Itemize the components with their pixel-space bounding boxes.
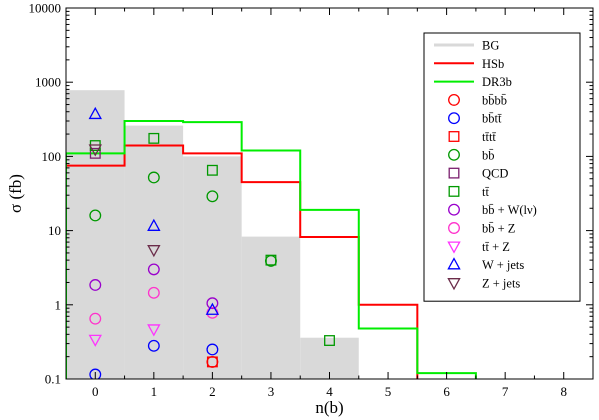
x-tick-label-0: 0	[92, 384, 99, 399]
x-tick-label-7: 7	[502, 384, 509, 399]
legend-label-bb-w-l: bb̄ + W(lν)	[482, 203, 537, 217]
point-z-jets-10-0	[88, 144, 102, 157]
legend-box	[423, 32, 581, 302]
point-tt-z-8-1	[147, 324, 161, 337]
y-tick-label-2: 10	[48, 223, 61, 238]
legend-label-bb: bb̄	[482, 148, 495, 162]
x-tick-label-5: 5	[385, 384, 392, 399]
legend-label-qcd: QCD	[482, 167, 508, 181]
point-bb-w-l-6-0	[89, 279, 102, 291]
y-tick-label-5: 10000	[29, 1, 62, 16]
legend-item-dr3b: DR3b	[434, 75, 512, 89]
point-bb-3-0	[89, 209, 102, 222]
hist-bar-bg-2	[183, 156, 242, 379]
point-bb-w-l-6-1	[147, 263, 160, 276]
point-w-jets-9-0	[88, 106, 102, 120]
x-tick-label-8: 8	[560, 384, 567, 399]
legend-marker-bb-tt	[448, 112, 460, 125]
legend-item-z-jets: Z + jets	[447, 276, 520, 291]
x-tick-label-4: 4	[326, 384, 333, 399]
point-bb-3-2	[206, 190, 219, 203]
legend-item-tt: tt̄	[448, 185, 489, 199]
point-tt-tt-2-0	[206, 356, 218, 368]
point-z-jets-10-1	[147, 245, 161, 258]
point-bb-tt-1-2	[206, 343, 219, 356]
legend-marker-bb	[448, 148, 460, 161]
legend-label-bb-bb: bb̄bb̄	[482, 93, 507, 107]
legend-item-tt-z: tt̄ + Z	[447, 240, 510, 254]
data-markers	[88, 106, 335, 379]
hist-bar-bg-3	[241, 236, 301, 379]
legend-marker-qcd	[448, 167, 460, 179]
point-w-jets-9-2	[205, 302, 220, 315]
y-tick-label-4: 1000	[35, 75, 61, 90]
legend-label-dr3b: DR3b	[482, 75, 512, 89]
x-tick-label-2: 2	[209, 384, 216, 399]
point-bb-z-7-1	[147, 286, 160, 299]
y-axis-title: σ (fb)	[6, 174, 25, 213]
legend-marker-tt-z	[447, 241, 461, 254]
legend-marker-bb-bb	[448, 93, 460, 106]
signal-histograms	[66, 119, 477, 379]
legend-marker-w-jets	[447, 257, 461, 270]
point-tt-5-2	[206, 164, 218, 176]
legend-item-bb-w-l: bb̄ + W(lν)	[448, 203, 537, 217]
legend-item-hsb: HSb	[434, 57, 504, 71]
legend-marker-bb-z	[448, 222, 460, 234]
legend-item-w-jets: W + jets	[447, 257, 524, 272]
legend-label-tt: tt̄	[482, 185, 489, 199]
hist-line-dr3b	[66, 119, 477, 379]
point-bb-tt-1-1	[147, 339, 160, 352]
hist-bar-bg-0	[66, 90, 125, 379]
point-bb-w-l-6-2	[206, 297, 219, 310]
x-axis-ticks: 0 1 2 3 4 5 6 7 8	[92, 8, 567, 399]
legend-label-z-jets: Z + jets	[482, 276, 520, 290]
point-tt-5-3	[265, 254, 277, 266]
x-axis-title: n(b)	[315, 398, 343, 417]
legend-label-tt-tt: tt̄tt̄	[482, 130, 496, 144]
legend-marker-z-jets	[447, 278, 461, 291]
y-axis-ticks: 0.1 1 10 100 1000 10000	[29, 1, 593, 387]
legend-label-tt-z: tt̄ + Z	[482, 240, 510, 254]
y-tick-label-0: 0.1	[45, 372, 61, 387]
hist-bar-bg-1	[124, 125, 184, 379]
x-tick-label-1: 1	[151, 384, 158, 399]
point-tt-5-4	[324, 335, 335, 346]
point-tt-5-1	[148, 132, 160, 144]
y-tick-label-1: 1	[55, 297, 62, 312]
point-bb-tt-1-0	[89, 368, 102, 379]
legend-item-bb-bb: bb̄bb̄	[448, 93, 507, 107]
legend-marker-tt-tt	[448, 131, 460, 142]
legend-item-tt-tt: tt̄tt̄	[448, 130, 496, 144]
point-w-jets-9-1	[147, 218, 161, 231]
legend-marker-tt	[448, 185, 460, 197]
background-histogram	[66, 90, 359, 379]
point-qcd-4-0	[89, 147, 101, 159]
legend-item-bb-tt: bb̄tt̄	[448, 112, 502, 126]
legend-label-hsb: HSb	[482, 57, 504, 71]
legend-label-bb-tt: bb̄tt̄	[482, 112, 502, 126]
legend-marker-bb-w-l	[448, 203, 460, 216]
legend-item-bg: BG	[434, 39, 499, 53]
point-tt-z-8-0	[88, 334, 102, 347]
x-tick-label-6: 6	[443, 384, 450, 399]
y-tick-label-3: 100	[42, 149, 62, 164]
legend-item-bb-z: bb̄ + Z	[448, 222, 515, 236]
x-tick-label-3: 3	[268, 384, 275, 399]
legend-item-qcd: QCD	[448, 167, 508, 181]
point-bb-3-1	[147, 171, 160, 184]
legend-label-bb-z: bb̄ + Z	[482, 222, 515, 236]
legend-label-bg: BG	[482, 39, 499, 53]
legend-label-w-jets: W + jets	[482, 258, 524, 272]
legend: BG HSb DR3b bb̄bb̄ bb̄tt̄ tt̄tt̄ bb̄ QCD tt̄ bb̄ …	[423, 32, 581, 302]
point-bb-z-7-0	[89, 312, 102, 325]
legend-item-bb: bb̄	[448, 148, 495, 162]
